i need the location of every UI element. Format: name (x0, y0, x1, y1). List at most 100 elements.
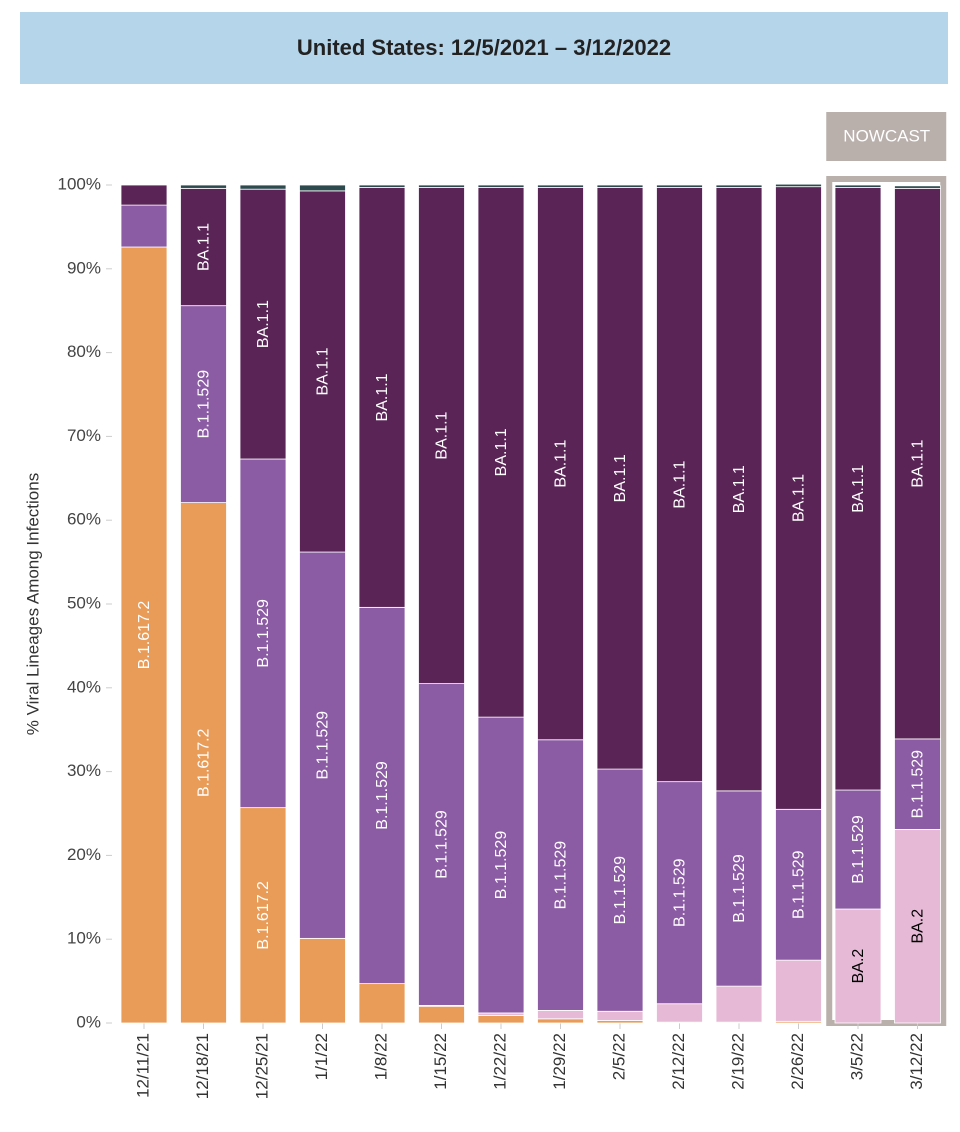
bar-segment (715, 184, 763, 188)
bar-segment (656, 781, 703, 1005)
y-tick-label: 40% (67, 677, 101, 696)
x-tick-label: 1/22/22 (490, 1033, 509, 1090)
segment-label: B.1.1.529 (196, 370, 213, 439)
bar-segment (299, 551, 346, 939)
bar-segment (299, 184, 346, 192)
y-tick-label: 70% (67, 426, 101, 445)
segment-label: B.1.617.2 (136, 601, 153, 670)
bar-segment (358, 983, 406, 1024)
nowcast-box (826, 112, 947, 161)
segment-label: B.1.1.529 (791, 850, 808, 919)
bar-segment (477, 1015, 525, 1024)
x-tick-label: 2/5/22 (609, 1033, 628, 1080)
segment-label: BA.1.1 (553, 440, 570, 488)
bar-segment (299, 937, 346, 1024)
x-tick-label: 1/29/22 (550, 1033, 569, 1090)
bar-segment (894, 185, 941, 189)
bar-segment (418, 1005, 465, 1024)
bar-segment (239, 188, 287, 460)
bar-segment (596, 187, 644, 770)
bar-segment (596, 184, 644, 188)
bar-segment (537, 184, 584, 188)
segment-label: B.1.1.529 (731, 854, 748, 923)
segment-label: B.1.1.529 (493, 831, 510, 900)
segment-label: BA.1.1 (672, 460, 689, 508)
segment-label: BA.1.1 (612, 454, 629, 502)
bar-segment (894, 829, 941, 1024)
x-tick-label: 3/5/22 (847, 1033, 866, 1080)
segment-label: BA.1.1 (791, 474, 808, 522)
nowcast-label: NOWCAST (843, 126, 930, 145)
bar-segment (477, 184, 525, 188)
segment-label: B.1.1.529 (434, 810, 451, 879)
y-tick-label: 0% (76, 1012, 101, 1031)
segment-label: B.1.617.2 (255, 881, 272, 950)
bar-segment (775, 808, 822, 961)
bar-segment (775, 959, 822, 1022)
bar-segment (180, 187, 227, 307)
bar-segment (894, 738, 941, 830)
x-tick-label: 2/12/22 (669, 1033, 688, 1090)
segment-label: B.1.1.529 (850, 815, 867, 884)
segment-label: B.1.1.529 (374, 761, 391, 830)
bar-segment (656, 184, 703, 188)
bar-segment (537, 1018, 584, 1024)
bar-segment (775, 186, 822, 810)
x-tick-label: 1/15/22 (431, 1033, 450, 1090)
x-tick-label: 2/19/22 (728, 1033, 747, 1090)
segment-label: BA.1.1 (434, 411, 451, 459)
bar-segment (834, 908, 882, 1024)
segment-label: B.1.1.529 (910, 750, 927, 819)
y-tick-label: 100% (58, 174, 101, 193)
y-tick-label: 10% (67, 929, 101, 948)
segment-label: B.1.1.529 (255, 599, 272, 668)
bar-segment (180, 184, 227, 189)
bar-segment (894, 187, 941, 740)
bar-segment (834, 184, 882, 188)
bar-segment (537, 1010, 584, 1020)
y-tick-label: 90% (67, 258, 101, 277)
bar-segment (656, 187, 703, 783)
segment-label: BA.1.1 (850, 465, 867, 513)
bar-segment (477, 187, 525, 718)
bar-segment (834, 789, 882, 910)
segment-label: B.1.1.529 (553, 841, 570, 910)
bar-segment (596, 768, 644, 1012)
y-tick-label: 50% (67, 593, 101, 612)
x-tick-label: 1/1/22 (312, 1033, 331, 1080)
bar-segment (239, 184, 287, 190)
bar-segment (834, 187, 882, 791)
segment-label: BA.1.1 (731, 465, 748, 513)
bar-segment (715, 187, 763, 792)
y-tick-label: 60% (67, 510, 101, 529)
bar-segment (358, 606, 406, 985)
x-tick-label: 12/11/21 (133, 1033, 152, 1098)
bar-segment (537, 739, 584, 1011)
bar-segment (477, 716, 525, 1014)
bar-segment (120, 246, 168, 1024)
segment-label: BA.1.1 (374, 373, 391, 421)
x-tick-label: 12/25/21 (252, 1033, 271, 1099)
bar-segment (180, 305, 227, 504)
bar-segment (180, 502, 227, 1024)
bar-segment (358, 187, 406, 608)
bar-segment (418, 683, 465, 1006)
segment-label: BA.2 (910, 909, 927, 944)
y-axis-label: % Viral Lineages Among Infections (23, 473, 42, 735)
bar-segment (299, 190, 346, 553)
nowcast-frame (826, 176, 947, 1026)
bar-segment (120, 184, 168, 206)
chart-title: United States: 12/5/2021 – 3/12/2022 (297, 35, 671, 60)
segment-label: B.1.1.529 (672, 858, 689, 927)
segment-label: BA.1.1 (255, 300, 272, 348)
bar-segment (537, 187, 584, 741)
bar-segment (418, 187, 465, 685)
segment-label: BA.1.1 (196, 223, 213, 271)
segment-label: BA.1.1 (493, 428, 510, 476)
bar-segment (418, 184, 465, 188)
segment-label: BA.1.1 (315, 347, 332, 395)
x-tick-label: 3/12/22 (907, 1033, 926, 1090)
segment-label: BA.1.1 (910, 440, 927, 488)
x-tick-label: 1/8/22 (371, 1033, 390, 1080)
